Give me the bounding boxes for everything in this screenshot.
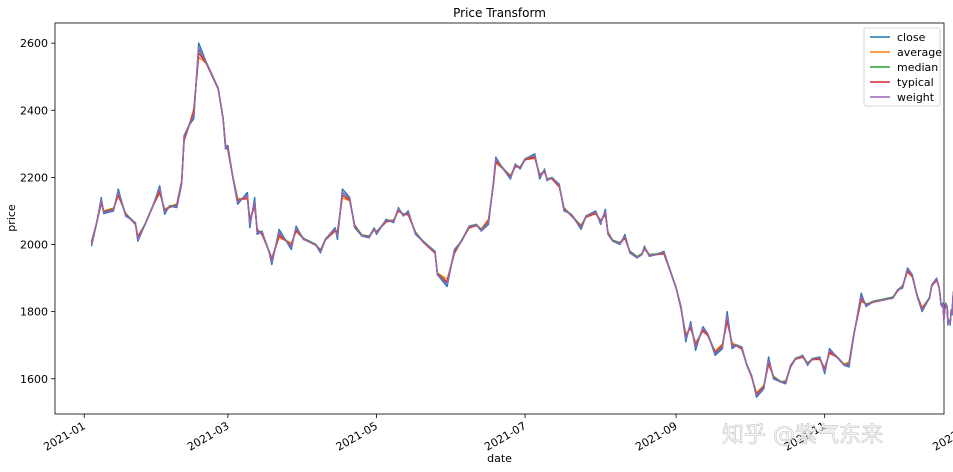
legend: close average median typical weight xyxy=(863,27,942,107)
y-tick-label: 1800 xyxy=(20,306,48,319)
y-tick-label: 2200 xyxy=(20,171,48,184)
y-axis-label: price xyxy=(5,204,18,232)
y-tick-label: 2400 xyxy=(20,104,48,117)
x-tick-label: 2021-09 xyxy=(633,419,679,453)
legend-label-typical: typical xyxy=(897,76,934,89)
legend-label-weight: weight xyxy=(897,91,935,104)
series-lines xyxy=(90,42,953,398)
legend-label-close: close xyxy=(897,31,926,44)
x-tick-label: 2021-01 xyxy=(41,419,87,453)
x-axis-label: date xyxy=(487,452,512,465)
y-tick-label: 2000 xyxy=(20,239,48,252)
y-tick-label: 2600 xyxy=(20,37,48,50)
legend-box xyxy=(863,27,941,107)
legend-label-average: average xyxy=(897,46,942,59)
chart-title: Price Transform xyxy=(453,6,546,20)
x-tick-label: 2021-05 xyxy=(334,419,380,453)
y-tick-label: 1600 xyxy=(20,373,48,386)
plot-area xyxy=(54,22,945,415)
x-tick-label: 2021-03 xyxy=(185,419,231,453)
x-tick-label: 2022-01 xyxy=(930,419,953,453)
y-axis-ticks: 1600 1800 2000 2200 2400 2600 xyxy=(20,37,55,386)
legend-label-median: median xyxy=(897,61,938,74)
watermark: 知乎 @紫气东来 xyxy=(722,423,883,448)
x-tick-label: 2021-07 xyxy=(482,419,528,453)
series-line-weight xyxy=(90,47,953,397)
